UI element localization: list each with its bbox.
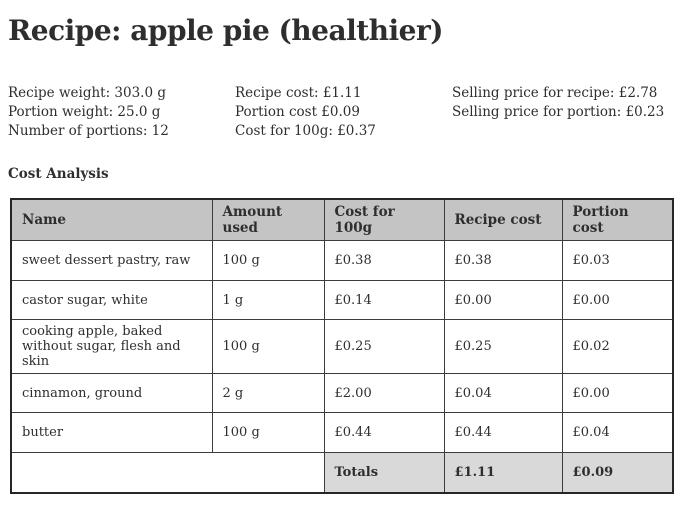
cell-portion-cost: £0.04: [561, 412, 674, 453]
cell-portion-cost: £0.03: [561, 240, 674, 281]
cell-cost-100g: £0.38: [323, 240, 445, 281]
cell-name: cinnamon, ground: [10, 373, 213, 413]
cell-amount: 100 g: [211, 240, 325, 281]
cell-name: butter: [10, 412, 213, 453]
cell-recipe-cost: £0.44: [443, 412, 563, 453]
summary-costs-column: Recipe cost: £1.11 Portion cost £0.09 Co…: [235, 84, 376, 141]
totals-portion-cost: £0.09: [561, 452, 674, 493]
summary-recipe-cost: Recipe cost: £1.11: [235, 85, 362, 101]
cell-cost-100g: £0.14: [323, 280, 445, 320]
cell-amount: 100 g: [211, 319, 325, 374]
cell-name: cooking apple, baked without sugar, fles…: [10, 319, 213, 374]
page-title: Recipe: apple pie (healthier): [8, 14, 443, 47]
cell-recipe-cost: £0.00: [443, 280, 563, 320]
cell-amount: 100 g: [211, 412, 325, 453]
table-header-row: Name Amount used Cost for 100g Recipe co…: [10, 198, 674, 241]
section-heading-cost-analysis: Cost Analysis: [8, 166, 109, 182]
cell-cost-100g: £0.44: [323, 412, 445, 453]
cell-amount: 2 g: [211, 373, 325, 413]
table-row: cinnamon, ground 2 g £2.00 £0.04 £0.00: [10, 373, 674, 413]
table-row: sweet dessert pastry, raw 100 g £0.38 £0…: [10, 240, 674, 281]
cell-name: sweet dessert pastry, raw: [10, 240, 213, 281]
summary-selling-price-recipe: Selling price for recipe: £2.78: [452, 85, 658, 101]
summary-recipe-weight: Recipe weight: 303.0 g: [8, 85, 166, 101]
cell-recipe-cost: £0.25: [443, 319, 563, 374]
cell-recipe-cost: £0.04: [443, 373, 563, 413]
summary-selling-column: Selling price for recipe: £2.78 Selling …: [452, 84, 664, 122]
table-row: castor sugar, white 1 g £0.14 £0.00 £0.0…: [10, 280, 674, 320]
column-header-cost-100g: Cost for 100g: [323, 198, 445, 241]
table-row: cooking apple, baked without sugar, fles…: [10, 319, 674, 374]
totals-row: Totals £1.11 £0.09: [10, 452, 674, 493]
cell-recipe-cost: £0.38: [443, 240, 563, 281]
summary-portion-weight: Portion weight: 25.0 g: [8, 104, 161, 120]
summary-cost-per-100g: Cost for 100g: £0.37: [235, 123, 376, 139]
column-header-amount-used: Amount used: [211, 198, 325, 241]
summary-weights-column: Recipe weight: 303.0 g Portion weight: 2…: [8, 84, 169, 141]
cell-amount: 1 g: [211, 280, 325, 320]
cell-cost-100g: £0.25: [323, 319, 445, 374]
cell-portion-cost: £0.00: [561, 373, 674, 413]
cell-portion-cost: £0.02: [561, 319, 674, 374]
totals-spacer: [10, 452, 325, 493]
summary-portions-count: Number of portions: 12: [8, 123, 169, 139]
cell-portion-cost: £0.00: [561, 280, 674, 320]
summary-portion-cost: Portion cost £0.09: [235, 104, 360, 120]
totals-label: Totals: [323, 452, 445, 493]
column-header-portion-cost: Portion cost: [561, 198, 674, 241]
totals-recipe-cost: £1.11: [443, 452, 563, 493]
cost-analysis-table: Name Amount used Cost for 100g Recipe co…: [10, 198, 674, 494]
cell-cost-100g: £2.00: [323, 373, 445, 413]
table-row: butter 100 g £0.44 £0.44 £0.04: [10, 412, 674, 453]
cell-name: castor sugar, white: [10, 280, 213, 320]
column-header-recipe-cost: Recipe cost: [443, 198, 563, 241]
summary-selling-price-portion: Selling price for portion: £0.23: [452, 104, 665, 120]
column-header-name: Name: [10, 198, 213, 241]
